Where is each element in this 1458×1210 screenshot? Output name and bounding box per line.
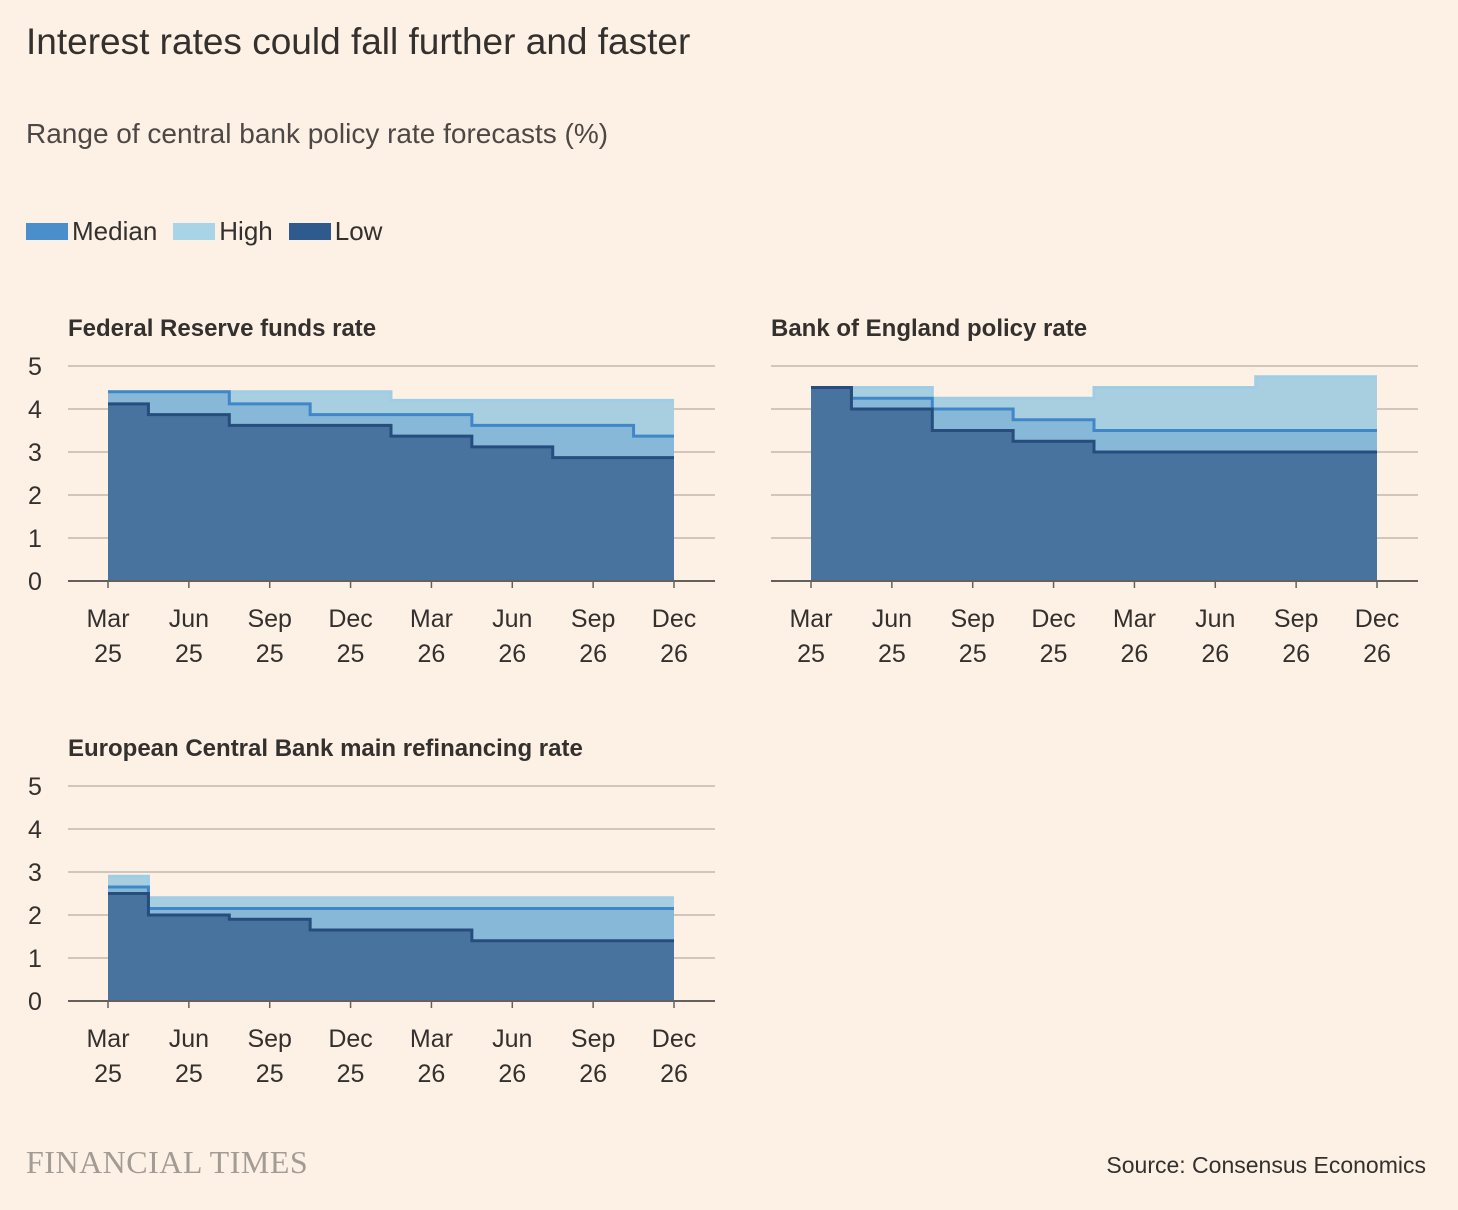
- x-tick-label: 25: [878, 640, 906, 668]
- legend-item-high: High: [173, 215, 273, 247]
- x-tick-label: 26: [579, 640, 607, 668]
- panel-title: Bank of England policy rate: [771, 315, 1087, 342]
- x-tick-label: 25: [256, 640, 284, 668]
- x-tick-label: Dec: [652, 605, 696, 633]
- chart-panel-0: Federal Reserve funds rate 0 1 2 3 4 5 Mar 25 Jun…: [28, 315, 715, 668]
- legend-swatch-low: [288, 222, 331, 240]
- x-tick-label: Mar: [789, 605, 832, 633]
- source-note: Source: Consensus Economics: [1106, 1152, 1426, 1178]
- legend-label-high: High: [219, 215, 273, 246]
- charts-canvas: Federal Reserve funds rate012345Mar25Jun…: [28, 315, 1418, 1088]
- x-tick-label: 25: [337, 640, 365, 668]
- x-tick-label: 25: [175, 640, 203, 668]
- x-tick-label: 25: [1040, 640, 1068, 668]
- x-tick-label: Mar: [86, 605, 129, 633]
- x-tick-label: Sep: [950, 605, 994, 633]
- chart-panel-1: Bank of England policy rate Mar 25 Jun 25 Sep…: [771, 315, 1418, 668]
- x-tick-label: Sep: [1274, 605, 1318, 633]
- x-tick-label: 26: [1121, 640, 1149, 668]
- x-tick-label: Mar: [1113, 605, 1156, 633]
- x-tick-label: 26: [498, 640, 526, 668]
- x-tick-label: Jun: [169, 605, 209, 633]
- x-tick-label: Jun: [492, 605, 532, 633]
- x-tick-label: 25: [175, 1060, 203, 1088]
- x-tick-label: Jun: [169, 1025, 209, 1053]
- chart-panel-2: European Central Bank main refinancing r…: [28, 735, 715, 1088]
- chart-subtitle: Range of central bank policy rate foreca…: [26, 118, 609, 149]
- x-tick-label: Mar: [410, 605, 453, 633]
- line-median: [108, 390, 674, 438]
- x-tick-label: 26: [498, 1060, 526, 1088]
- x-tick-label: 26: [660, 640, 688, 668]
- line-low: [108, 892, 674, 943]
- x-tick-label: Sep: [247, 605, 291, 633]
- chart-title: Interest rates could fall further and fa…: [26, 21, 691, 62]
- x-tick-label: 26: [418, 1060, 446, 1088]
- x-tick-label: 26: [1282, 640, 1310, 668]
- legend-label-low: Low: [334, 215, 383, 246]
- legend-label-median: Median: [72, 215, 158, 246]
- x-tick-label: Dec: [1355, 605, 1399, 633]
- x-tick-label: 26: [418, 640, 446, 668]
- line-high: [811, 375, 1377, 400]
- x-tick-label: 25: [94, 1060, 122, 1088]
- y-tick-label: 1: [28, 945, 42, 973]
- y-tick-label: 4: [28, 396, 42, 424]
- x-tick-label: Sep: [571, 605, 615, 633]
- legend-swatch-median: [26, 222, 68, 240]
- x-tick-label: 25: [256, 1060, 284, 1088]
- x-tick-label: Mar: [86, 1025, 129, 1053]
- x-tick-label: Sep: [247, 1025, 291, 1053]
- x-tick-label: Mar: [410, 1025, 453, 1053]
- panel-title: Federal Reserve funds rate: [68, 315, 376, 342]
- x-tick-label: 25: [959, 640, 987, 668]
- x-tick-label: Jun: [872, 605, 912, 633]
- y-tick-label: 5: [28, 773, 42, 801]
- line-low: [811, 386, 1377, 454]
- legend: Median High Low: [26, 214, 398, 248]
- y-tick-label: 0: [28, 568, 42, 596]
- line-high: [108, 874, 674, 900]
- y-tick-label: 4: [28, 816, 42, 844]
- x-tick-label: 26: [1201, 640, 1229, 668]
- x-tick-label: Jun: [1195, 605, 1235, 633]
- legend-item-low: Low: [288, 215, 383, 247]
- y-tick-label: 0: [28, 988, 42, 1016]
- ft-logo: FINANCIAL TIMES: [26, 1144, 309, 1180]
- y-tick-label: 3: [28, 859, 42, 887]
- x-tick-label: 26: [579, 1060, 607, 1088]
- line-low: [108, 402, 674, 460]
- panel-title: European Central Bank main refinancing r…: [68, 735, 583, 762]
- x-tick-label: Jun: [492, 1025, 532, 1053]
- x-tick-label: 26: [1363, 640, 1391, 668]
- y-tick-label: 3: [28, 439, 42, 467]
- x-tick-label: Dec: [652, 1025, 696, 1053]
- x-tick-label: 25: [797, 640, 825, 668]
- y-tick-label: 5: [28, 353, 42, 381]
- y-tick-label: 2: [28, 902, 42, 930]
- x-tick-label: 25: [94, 640, 122, 668]
- y-tick-label: 2: [28, 482, 42, 510]
- area-low: [811, 387, 1377, 581]
- x-tick-label: 26: [660, 1060, 688, 1088]
- y-tick-label: 1: [28, 525, 42, 553]
- legend-item-median: Median: [26, 216, 157, 247]
- x-tick-label: Sep: [571, 1025, 615, 1053]
- x-tick-label: 25: [337, 1060, 365, 1088]
- x-tick-label: Dec: [1031, 605, 1075, 633]
- x-tick-label: Dec: [328, 605, 372, 633]
- x-tick-label: Dec: [328, 1025, 372, 1053]
- legend-swatch-high: [173, 222, 216, 240]
